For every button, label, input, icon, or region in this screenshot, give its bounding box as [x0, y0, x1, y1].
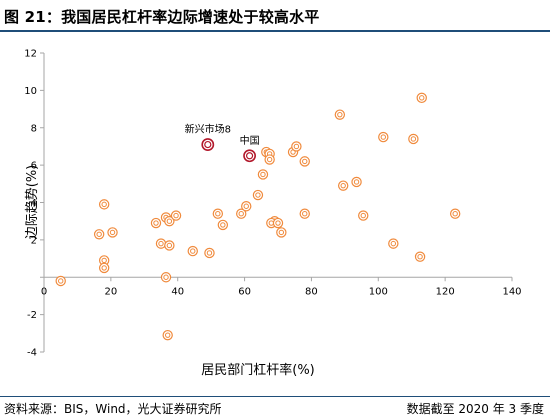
y-tick-label: 6 — [31, 161, 37, 172]
axes: 0 20 40 60 80 100 120 140 -4 -2 2 4 6 8 10 12 — [24, 49, 521, 359]
scatter-chart: 0 20 40 60 80 100 120 140 -4 -2 2 4 6 8 10 12 新兴市场8 中国 居… — [24, 49, 522, 379]
scatter-point — [204, 247, 215, 259]
annotation-label: 新兴市场8 — [185, 123, 231, 136]
y-tick-label: -2 — [27, 310, 37, 321]
scatter-point — [388, 238, 399, 249]
scatter-point — [272, 217, 284, 229]
scatter-point — [98, 262, 110, 274]
scatter-point — [299, 156, 310, 167]
x-tick-label: 20 — [104, 286, 117, 297]
scatter-point — [449, 208, 461, 219]
scatter-point — [358, 210, 369, 221]
scatter-point — [291, 141, 302, 152]
chart-title: 图 21：我国居民杠杆率边际增速处于较高水平 — [4, 8, 320, 26]
title-divider — [0, 30, 550, 32]
scatter-point — [212, 208, 224, 219]
footer-divider — [0, 396, 550, 397]
scatter-point — [217, 219, 229, 231]
scatter-point — [93, 229, 105, 240]
scatter-point — [164, 240, 175, 251]
scatter-point — [150, 217, 162, 229]
y-tick-label: -4 — [27, 348, 37, 359]
scatter-point — [408, 133, 419, 145]
source-note: 资料来源：BIS，Wind，光大证券研究所 — [4, 402, 222, 416]
x-tick-label: 140 — [502, 286, 521, 297]
scatter-point — [107, 227, 118, 238]
scatter-point — [252, 189, 264, 201]
scatter-point — [155, 238, 167, 249]
y-tick-label: 10 — [24, 86, 37, 97]
scatter-point — [414, 251, 426, 262]
scatter-point — [98, 199, 110, 210]
scatter-point — [334, 109, 346, 120]
y-tick-label: 2 — [31, 235, 37, 246]
x-tick-label: 120 — [436, 286, 455, 297]
y-tick-label: 4 — [31, 198, 37, 209]
scatter-point — [264, 154, 275, 165]
date-note: 数据截至 2020 年 3 季度 — [406, 402, 544, 416]
x-tick-label: 60 — [238, 286, 251, 297]
scatter-point — [170, 210, 182, 221]
scatter-point — [164, 215, 175, 227]
annotation-label: 中国 — [240, 134, 260, 147]
scatter-point — [299, 208, 310, 219]
y-tick-label: 8 — [31, 123, 37, 134]
x-tick-label: 80 — [305, 286, 318, 297]
highlight-point — [243, 149, 256, 163]
highlight-point — [201, 138, 215, 151]
x-tick-label: 40 — [171, 286, 184, 297]
annotations: 新兴市场8 中国 — [185, 123, 260, 163]
data-points — [55, 92, 461, 341]
x-tick-label: 100 — [369, 286, 388, 297]
y-axis-title: 边际趋势(%) — [24, 165, 40, 240]
y-tick-label: 12 — [24, 49, 37, 60]
x-tick-label: 0 — [41, 286, 47, 297]
scatter-point — [55, 275, 66, 287]
scatter-point — [276, 227, 287, 238]
scatter-point — [187, 245, 198, 257]
scatter-point — [160, 272, 172, 283]
scatter-point — [287, 146, 299, 158]
scatter-point — [241, 201, 252, 212]
scatter-point — [337, 180, 349, 191]
scatter-point — [416, 92, 427, 104]
scatter-point — [162, 329, 173, 341]
scatter-point — [257, 169, 269, 180]
scatter-point — [236, 208, 247, 219]
scatter-point — [378, 131, 389, 143]
x-axis-title: 居民部门杠杆率(%) — [201, 362, 315, 378]
scatter-point — [351, 176, 362, 188]
